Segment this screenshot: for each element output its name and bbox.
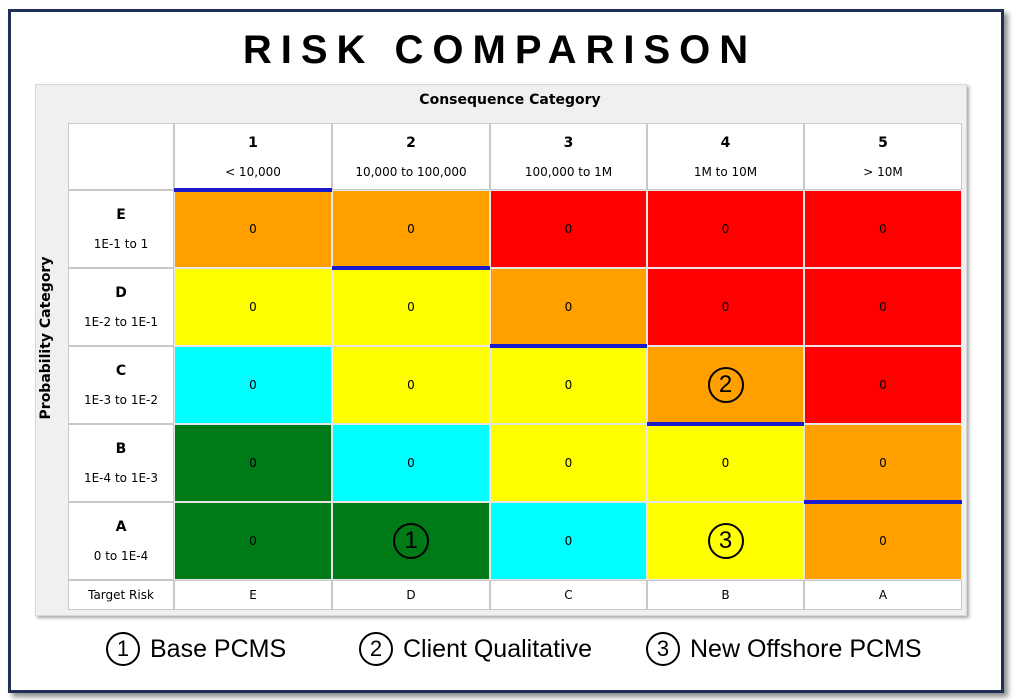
target-risk-cell: D [332, 580, 490, 610]
column-number: 3 [563, 134, 574, 151]
row-range: 1E-3 to 1E-2 [83, 393, 159, 407]
matrix-cell: 0 [490, 346, 647, 424]
row-header: A 0 to 1E-4 [68, 502, 174, 580]
matrix-marker: 2 [707, 367, 744, 403]
column-number: 2 [406, 134, 416, 151]
matrix-cell: 0 [647, 268, 804, 346]
column-range: 10,000 to 100,000 [355, 164, 467, 179]
legend-marker-circle: 1 [106, 632, 140, 666]
legend: 1 Base PCMS 2 Client Qualitative 3 New O… [0, 632, 1024, 672]
column-number: 5 [878, 134, 888, 151]
matrix-cell: 0 [490, 424, 647, 502]
matrix-cell: 0 [804, 268, 962, 346]
matrix-marker: 1 [393, 523, 429, 559]
row-range: 1E-2 to 1E-1 [83, 315, 159, 329]
row-letter: C [115, 363, 127, 379]
matrix-cell: 0 [332, 268, 490, 346]
legend-item: 1 Base PCMS [106, 632, 286, 666]
row-header: D 1E-2 to 1E-1 [68, 268, 174, 346]
target-risk-line [174, 188, 332, 192]
row-header: E 1E-1 to 1 [68, 190, 174, 268]
row-letter: A [115, 519, 127, 535]
column-header: 2 10,000 to 100,000 [332, 123, 490, 190]
target-risk-cell: E [174, 580, 332, 610]
legend-marker-circle: 2 [359, 632, 393, 666]
legend-label: Client Qualitative [403, 634, 592, 663]
column-number: 1 [248, 134, 258, 151]
column-range: 1M to 10M [693, 164, 758, 179]
column-header: 4 1M to 10M [647, 123, 804, 190]
column-header: 3 100,000 to 1M [490, 123, 647, 190]
target-risk-cell: C [490, 580, 647, 610]
target-risk-line [490, 344, 647, 348]
target-risk-line [332, 266, 490, 270]
legend-item: 3 New Offshore PCMS [646, 632, 922, 666]
matrix-cell: 0 [804, 346, 962, 424]
matrix-cell: 0 [490, 502, 647, 580]
matrix-cell: 0 [647, 424, 804, 502]
target-risk-line [647, 422, 804, 426]
matrix-cell: 0 [174, 346, 332, 424]
column-range: 100,000 to 1M [524, 164, 613, 179]
legend-marker-circle: 3 [646, 632, 680, 666]
matrix-cell: 0 [804, 502, 962, 580]
matrix-cell: 0 [332, 424, 490, 502]
column-range: < 10,000 [225, 164, 281, 179]
matrix-cell: 0 [490, 268, 647, 346]
row-range: 1E-1 to 1 [93, 237, 149, 251]
row-letter: B [115, 441, 127, 457]
legend-label: New Offshore PCMS [690, 634, 922, 663]
matrix-cell: 0 [174, 268, 332, 346]
target-risk-cell: B [647, 580, 804, 610]
chart-title: RISK COMPARISON [242, 28, 758, 72]
matrix-cell: 0 [174, 502, 332, 580]
column-header: 5 > 10M [804, 123, 962, 190]
matrix-cell: 0 [174, 190, 332, 268]
matrix-cell: 0 [332, 346, 490, 424]
column-header: 1 < 10,000 [174, 123, 332, 190]
matrix-cell: 0 [804, 424, 962, 502]
row-range: 0 to 1E-4 [93, 549, 149, 563]
row-header: B 1E-4 to 1E-3 [68, 424, 174, 502]
target-risk-line [804, 500, 962, 504]
matrix-cell: 0 [490, 190, 647, 268]
row-letter: E [116, 207, 126, 223]
row-letter: D [115, 285, 127, 301]
target-risk-label: Target Risk [68, 580, 174, 610]
matrix-cell: 0 [804, 190, 962, 268]
matrix-cell: 0 [647, 190, 804, 268]
matrix-cell: 0 [174, 424, 332, 502]
column-range: > 10M [863, 164, 903, 179]
row-range: 1E-4 to 1E-3 [83, 471, 159, 485]
row-header: C 1E-3 to 1E-2 [68, 346, 174, 424]
target-risk-cell: A [804, 580, 962, 610]
legend-label: Base PCMS [150, 634, 287, 663]
matrix-cell: 0 [332, 190, 490, 268]
matrix-corner-cell [68, 123, 174, 190]
matrix-cell [332, 502, 490, 580]
column-number: 4 [720, 134, 731, 151]
matrix-marker: 3 [707, 523, 744, 559]
x-axis-label: Consequence Category [419, 92, 601, 108]
legend-item: 2 Client Qualitative [359, 632, 592, 666]
